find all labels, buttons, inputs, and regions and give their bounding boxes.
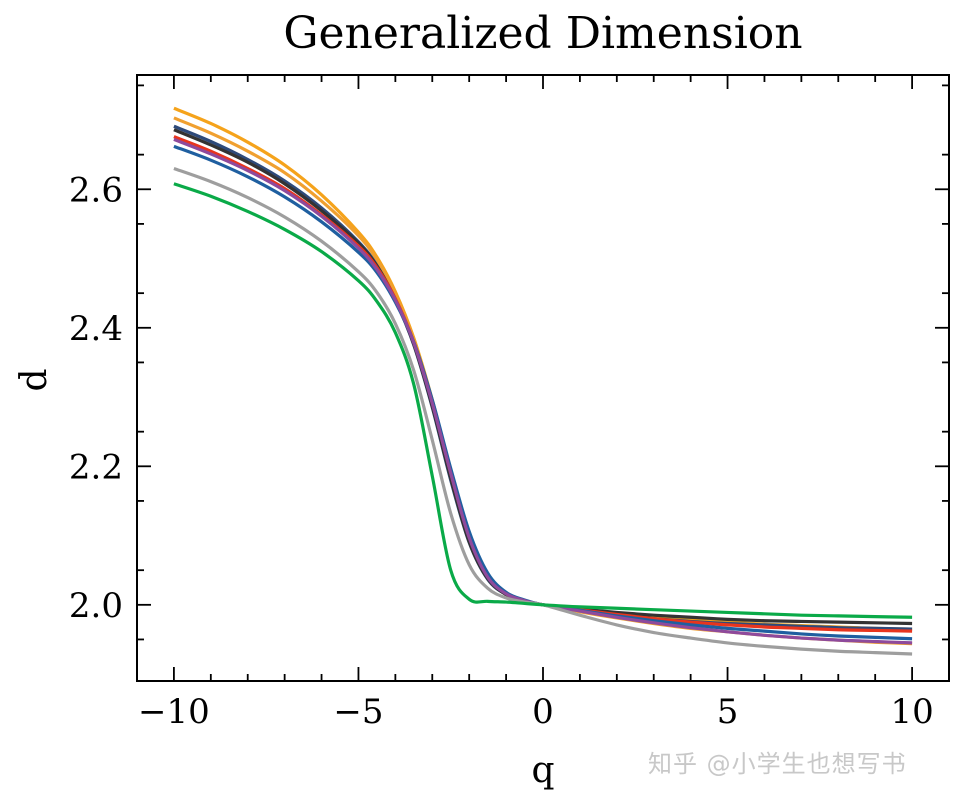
series-line-9	[173, 182, 913, 619]
series-line-1	[173, 106, 913, 631]
chart-title: Generalized Dimension	[283, 8, 802, 59]
series-line-8	[173, 166, 913, 656]
watermark-text: 知乎 @小学生也想写书	[648, 750, 907, 778]
series-line-3	[173, 124, 913, 631]
x-tick-label: −10	[138, 692, 210, 732]
x-tick-label: 5	[717, 692, 739, 732]
x-tick-label: 10	[890, 692, 933, 732]
y-tick-label: 2.2	[69, 447, 123, 487]
y-axis-label: d	[14, 368, 55, 391]
tick-labels: −10 −5 0 5 10 2.0 2.2 2.4 2.6	[69, 170, 934, 732]
axes-frame	[136, 74, 950, 682]
y-tick-label: 2.4	[69, 309, 123, 349]
series-line-5	[173, 135, 913, 633]
x-tick-label: 0	[532, 692, 554, 732]
y-tick-label: 2.0	[69, 586, 123, 626]
series-line-4	[173, 128, 913, 626]
series-line-6	[173, 144, 913, 641]
x-axis-label: q	[531, 750, 554, 791]
plot-lines	[173, 106, 913, 656]
series-line-7	[173, 137, 913, 645]
x-tick-label: −5	[333, 692, 383, 732]
y-tick-label: 2.6	[69, 170, 123, 210]
